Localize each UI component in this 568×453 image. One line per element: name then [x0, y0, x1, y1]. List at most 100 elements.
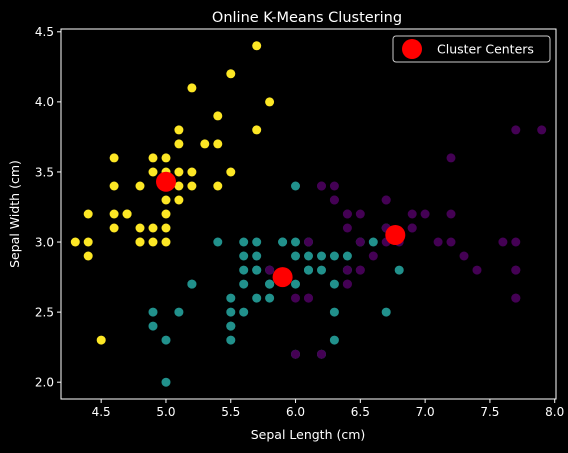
- data-point: [342, 265, 352, 275]
- data-point: [511, 265, 521, 275]
- cluster-center-point: [156, 171, 176, 192]
- data-point: [239, 279, 249, 289]
- x-axis-ticks: 4.5 5.0 5.5 6.0 6.5 7.0 7.5 8.0: [92, 399, 564, 419]
- data-point: [122, 209, 132, 219]
- data-point: [161, 153, 171, 163]
- y-tick-label: 2.0: [35, 375, 54, 389]
- data-point: [135, 223, 145, 233]
- data-point: [342, 279, 352, 289]
- data-point: [394, 265, 404, 275]
- data-point: [226, 307, 236, 317]
- data-point: [511, 237, 521, 247]
- data-point: [70, 237, 80, 247]
- legend: Cluster Centers: [392, 35, 551, 63]
- data-point: [252, 265, 262, 275]
- data-point: [291, 349, 300, 359]
- data-point: [446, 237, 456, 247]
- data-point: [342, 209, 352, 219]
- data-point: [265, 265, 275, 275]
- data-point: [304, 265, 313, 275]
- y-axis-label: Sepal Width (cm): [7, 160, 22, 268]
- data-point: [459, 251, 469, 261]
- data-point: [304, 251, 313, 261]
- cluster-center-point: [385, 225, 406, 245]
- legend-box: [392, 35, 551, 63]
- data-point: [252, 41, 262, 51]
- data-point: [148, 153, 158, 163]
- data-point: [252, 125, 262, 135]
- legend-center-marker: [402, 39, 422, 59]
- data-point: [239, 237, 249, 247]
- data-point: [317, 349, 326, 359]
- data-point: [174, 125, 184, 135]
- data-point: [329, 251, 339, 261]
- data-point: [265, 97, 275, 107]
- data-point: [407, 209, 417, 219]
- data-point: [226, 69, 236, 79]
- x-tick-label: 5.5: [221, 405, 240, 419]
- centers-layer: [156, 171, 406, 288]
- data-point: [252, 293, 262, 303]
- data-point: [329, 307, 339, 317]
- data-point: [200, 139, 210, 149]
- data-point: [329, 279, 339, 289]
- data-point: [291, 237, 300, 247]
- data-point: [213, 111, 223, 121]
- cluster-center-point: [272, 267, 293, 288]
- x-tick-label: 7.5: [480, 405, 499, 419]
- data-point: [239, 307, 249, 317]
- data-point: [226, 321, 236, 331]
- data-point: [239, 265, 249, 275]
- data-point: [446, 209, 456, 219]
- data-point: [213, 181, 223, 191]
- data-point: [304, 237, 313, 247]
- data-point: [265, 293, 275, 303]
- data-point: [433, 237, 443, 247]
- data-point: [161, 335, 171, 345]
- data-point: [317, 181, 326, 191]
- data-point: [135, 237, 145, 247]
- data-point: [161, 209, 171, 219]
- data-point: [329, 181, 339, 191]
- data-point: [407, 223, 417, 233]
- data-point: [291, 251, 300, 261]
- data-point: [187, 167, 197, 177]
- y-axis-ticks: 2.0 2.5 3.0 3.5 4.0 4.5: [35, 25, 61, 389]
- data-point: [342, 251, 352, 261]
- data-point: [537, 125, 547, 135]
- data-point: [368, 237, 378, 247]
- y-tick-label: 2.5: [35, 305, 54, 319]
- data-point: [368, 251, 378, 261]
- plot-area-frame: [60, 28, 557, 400]
- data-point: [148, 167, 158, 177]
- data-point: [329, 335, 339, 345]
- x-tick-label: 7.0: [416, 405, 435, 419]
- x-axis-label: Sepal Length (cm): [251, 427, 366, 442]
- data-point: [355, 209, 365, 219]
- y-tick-label: 3.5: [35, 165, 54, 179]
- data-point: [317, 265, 326, 275]
- data-point: [239, 251, 249, 261]
- data-point: [355, 237, 365, 247]
- data-point: [187, 181, 197, 191]
- data-point: [304, 293, 313, 303]
- y-tick-label: 4.5: [35, 25, 54, 39]
- data-point: [498, 237, 508, 247]
- data-point: [174, 181, 184, 191]
- data-point: [291, 293, 300, 303]
- data-point: [278, 237, 288, 247]
- data-point: [187, 83, 197, 93]
- data-point: [265, 279, 275, 289]
- data-point: [161, 195, 171, 205]
- data-point: [446, 153, 456, 163]
- data-point: [174, 139, 184, 149]
- legend-label: Cluster Centers: [437, 42, 534, 57]
- x-tick-label: 6.5: [351, 405, 370, 419]
- data-point: [420, 209, 430, 219]
- data-point: [109, 153, 119, 163]
- data-point: [174, 167, 184, 177]
- data-point: [148, 321, 158, 331]
- data-point: [329, 195, 339, 205]
- data-point: [291, 279, 300, 289]
